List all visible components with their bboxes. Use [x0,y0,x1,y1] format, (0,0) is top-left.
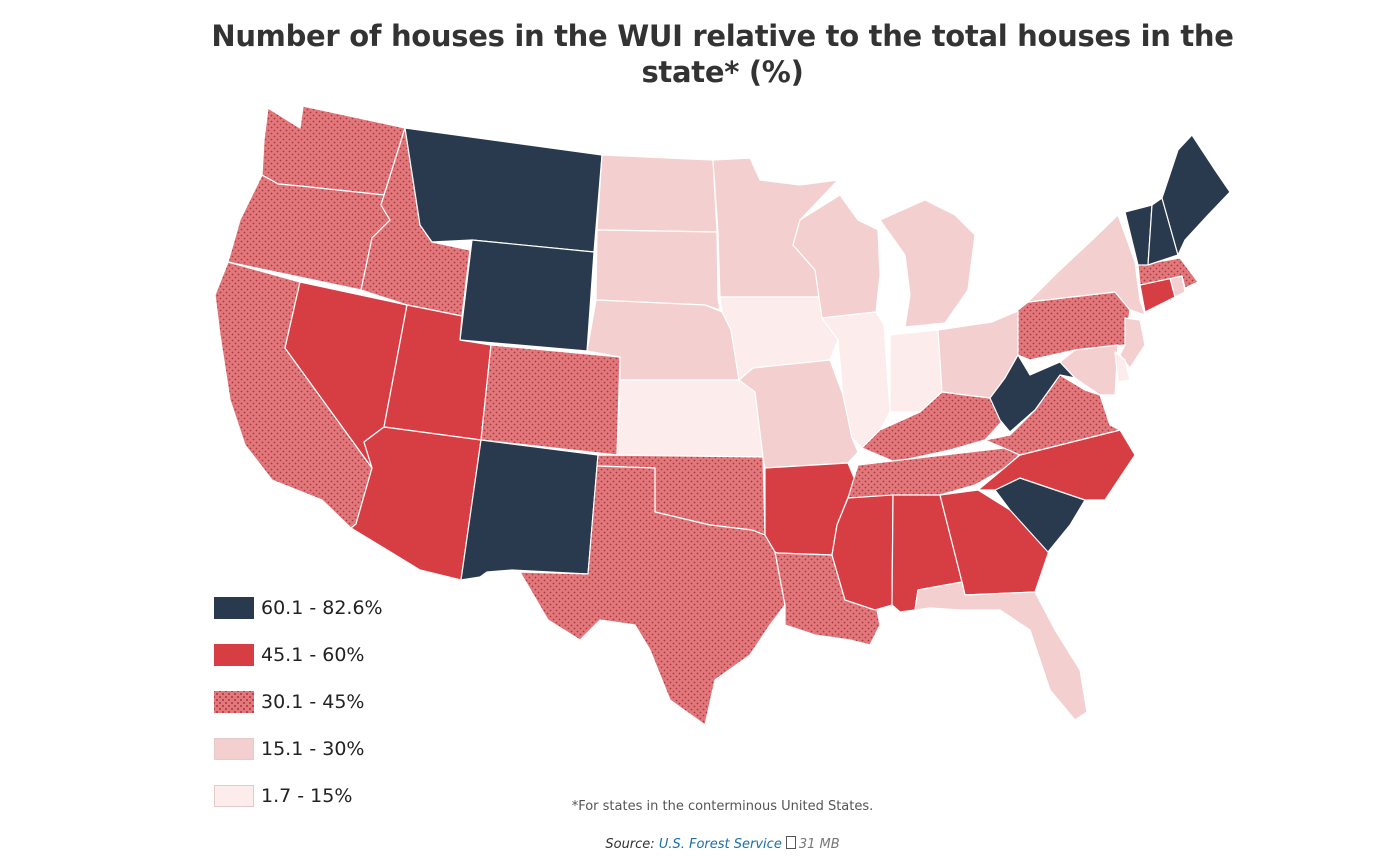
state-wi[interactable] [792,194,881,319]
legend-item-60-82: 60.1 - 82.6% [214,584,474,631]
legend-swatch [214,596,254,619]
state-me[interactable] [1161,134,1231,256]
legend-item-45-60: 45.1 - 60% [214,631,474,678]
legend-swatch [214,643,254,666]
state-mo[interactable] [738,359,859,469]
source-line: Source: U.S. Forest Service 31 MB [0,836,1399,852]
state-ny[interactable] [1027,214,1146,316]
pdf-file-icon [785,836,796,849]
legend-swatch [214,784,254,807]
footnote: *For states in the conterminous United S… [571,799,874,814]
state-tx[interactable] [519,465,786,726]
state-mi[interactable] [879,199,976,328]
state-co[interactable] [480,344,621,456]
file-size: 31 MB [798,837,840,852]
legend-swatch [214,690,254,713]
legend-item-15-30: 15.1 - 30% [214,725,474,772]
state-az[interactable] [350,426,482,581]
source-prefix: Source: [605,837,655,852]
source-link[interactable]: U.S. Forest Service [658,837,782,852]
legend-label: 45.1 - 60% [261,643,365,666]
state-ks[interactable] [616,379,764,458]
legend-label: 1.7 - 15% [261,784,353,807]
state-de[interactable] [1114,351,1131,383]
state-va[interactable] [984,374,1121,456]
state-nm[interactable] [460,439,599,581]
state-wy[interactable] [459,239,595,352]
legend-label: 60.1 - 82.6% [261,596,383,619]
state-fl[interactable] [914,581,1088,721]
state-nd[interactable] [596,154,718,233]
map-title: Number of houses in the WUI relative to … [211,19,1234,89]
legend-label: 30.1 - 45% [261,690,365,713]
legend-item-1-15: 1.7 - 15% [214,772,474,819]
legend-label: 15.1 - 30% [261,737,365,760]
states-layer [214,105,1231,726]
state-wa[interactable] [261,105,406,196]
state-md[interactable] [1059,344,1119,396]
state-ma[interactable] [1137,257,1199,289]
state-nj[interactable] [1119,317,1146,369]
map-legend: 60.1 - 82.6% 45.1 - 60% 30.1 - 45% 15.1 … [214,584,474,819]
legend-item-30-45: 30.1 - 45% [214,678,474,725]
legend-swatch [214,737,254,760]
state-mt[interactable] [404,127,603,253]
state-sd[interactable] [595,229,721,311]
